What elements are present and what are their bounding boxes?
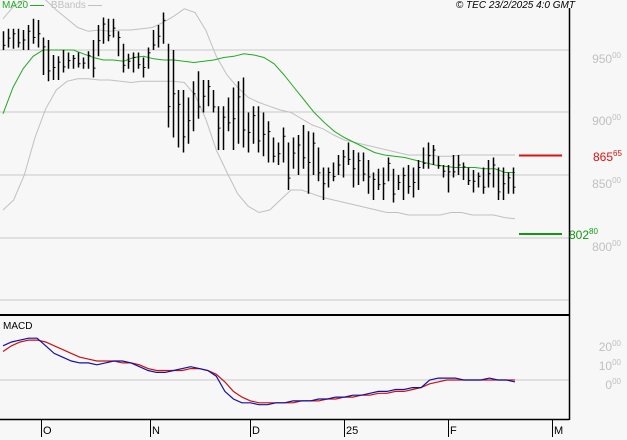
chart-frame: [0, 8, 571, 437]
bbands-swatch: [87, 4, 102, 6]
legend-bbands: BBands: [50, 0, 86, 11]
copyright: © TEC 23/2/2025 4:0 GMT: [455, 0, 575, 11]
axis-label: 000: [605, 377, 621, 392]
x-tick-label: D: [252, 425, 260, 437]
ma20-swatch: [30, 4, 45, 6]
axis-label: 95000: [592, 51, 621, 66]
legend: MA20 BBands: [2, 0, 102, 12]
axis-label: 1000: [598, 358, 621, 373]
x-tick-label: 25: [346, 425, 359, 437]
axis-label: 80000: [592, 239, 621, 254]
axis-label: 85000: [592, 176, 621, 191]
x-tick-label: O: [43, 425, 52, 437]
macd-lines: [2, 337, 516, 406]
legend-ma20: MA20: [2, 0, 29, 11]
bollinger-bands: [2, 0, 516, 220]
x-tick-label: M: [554, 425, 564, 437]
support-label: 80280: [569, 227, 598, 242]
x-tick-label: N: [152, 425, 160, 437]
axis-label: 90000: [592, 113, 621, 128]
resistance-label: 86565: [593, 149, 622, 164]
support-resistance-lines: [519, 154, 562, 235]
gridlines: [0, 49, 569, 381]
macd-title: MACD: [3, 321, 33, 332]
ohlc-bars: [2, 12, 516, 203]
x-tick-label: F: [450, 425, 457, 437]
axis-label: 2000: [598, 339, 621, 354]
